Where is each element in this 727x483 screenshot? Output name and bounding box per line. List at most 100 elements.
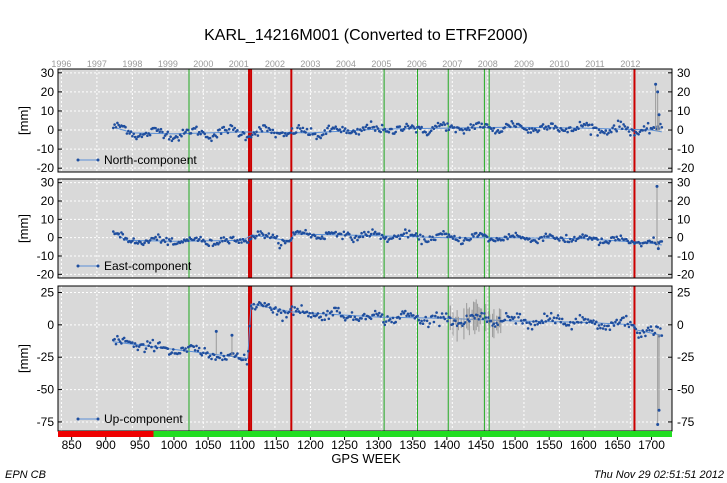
data-point <box>285 315 288 319</box>
data-point <box>477 233 481 237</box>
y-tick-label-left: 20 <box>41 85 55 99</box>
data-point <box>420 125 423 129</box>
data-point <box>458 236 462 239</box>
data-point <box>455 324 459 328</box>
y-tick-label-right: -10 <box>677 249 695 263</box>
data-point <box>558 130 561 133</box>
data-point <box>616 119 620 123</box>
data-point <box>556 314 560 317</box>
data-point <box>162 136 165 140</box>
data-point <box>619 120 623 124</box>
data-point <box>219 236 223 240</box>
data-point <box>504 235 508 239</box>
y-tick-label-right: 20 <box>677 194 691 208</box>
data-point <box>534 128 538 132</box>
x-tick-label: 1350 <box>399 438 426 452</box>
data-point <box>584 123 587 127</box>
data-point <box>612 124 616 127</box>
data-point <box>368 235 372 238</box>
data-point <box>429 238 433 242</box>
data-point <box>262 304 265 308</box>
data-point <box>660 126 664 129</box>
data-point <box>326 126 329 130</box>
data-point <box>413 233 417 237</box>
data-point <box>236 129 239 132</box>
data-point <box>631 323 635 327</box>
data-point <box>507 315 511 319</box>
data-point <box>356 238 359 242</box>
data-point <box>324 132 328 136</box>
data-point <box>199 132 202 136</box>
data-point <box>112 126 115 130</box>
data-point <box>379 315 383 318</box>
data-point <box>558 317 561 321</box>
data-point <box>313 234 317 238</box>
data-point <box>365 123 369 127</box>
data-point <box>166 243 170 246</box>
data-point <box>391 236 395 240</box>
data-point <box>470 233 474 236</box>
data-point <box>166 130 170 134</box>
data-point <box>645 241 649 245</box>
data-point <box>526 131 530 134</box>
data-point <box>230 124 234 128</box>
data-point <box>641 329 644 332</box>
data-point <box>281 319 284 323</box>
data-point <box>541 239 545 242</box>
data-point <box>558 239 561 242</box>
data-point <box>476 314 479 317</box>
data-point <box>170 139 174 143</box>
data-point <box>242 132 246 135</box>
data-point <box>394 130 398 134</box>
x-tick-label: 1100 <box>229 438 255 452</box>
data-point <box>524 318 527 322</box>
data-point <box>623 125 627 128</box>
data-point <box>258 233 261 237</box>
data-point <box>511 122 515 125</box>
y-tick-label-right: -20 <box>677 161 695 175</box>
data-point <box>570 327 573 331</box>
data-point <box>536 241 539 245</box>
data-point <box>442 121 445 124</box>
data-point <box>294 309 298 313</box>
data-point <box>339 232 343 236</box>
data-point <box>465 314 469 318</box>
year-label: 2001 <box>229 59 249 69</box>
data-point <box>277 241 280 245</box>
data-point <box>659 122 662 126</box>
data-point <box>503 318 507 322</box>
data-point <box>645 127 649 130</box>
data-point <box>373 129 377 132</box>
data-point <box>281 131 284 134</box>
data-point <box>242 353 246 357</box>
data-point <box>586 238 590 241</box>
data-point <box>232 235 235 239</box>
data-point <box>165 236 168 240</box>
data-point <box>133 135 137 139</box>
data-point <box>581 125 584 128</box>
data-point <box>303 231 306 235</box>
data-point <box>187 128 190 132</box>
data-point <box>408 229 411 233</box>
data-point <box>255 234 258 238</box>
data-point <box>461 242 464 245</box>
data-point <box>386 315 389 318</box>
data-point <box>635 331 639 335</box>
data-point <box>199 235 202 239</box>
data-point <box>595 320 598 324</box>
data-point <box>386 240 389 243</box>
data-point <box>560 317 564 321</box>
legend-marker <box>96 417 100 421</box>
data-point <box>585 321 588 325</box>
data-point <box>266 129 269 133</box>
data-point <box>292 313 295 317</box>
data-point <box>541 123 545 126</box>
data-point <box>301 126 305 130</box>
data-point <box>161 130 164 134</box>
data-point <box>256 134 260 137</box>
data-point <box>210 357 213 361</box>
data-point <box>571 238 575 242</box>
data-point <box>380 233 384 237</box>
data-point <box>481 317 485 321</box>
data-point <box>560 236 564 240</box>
